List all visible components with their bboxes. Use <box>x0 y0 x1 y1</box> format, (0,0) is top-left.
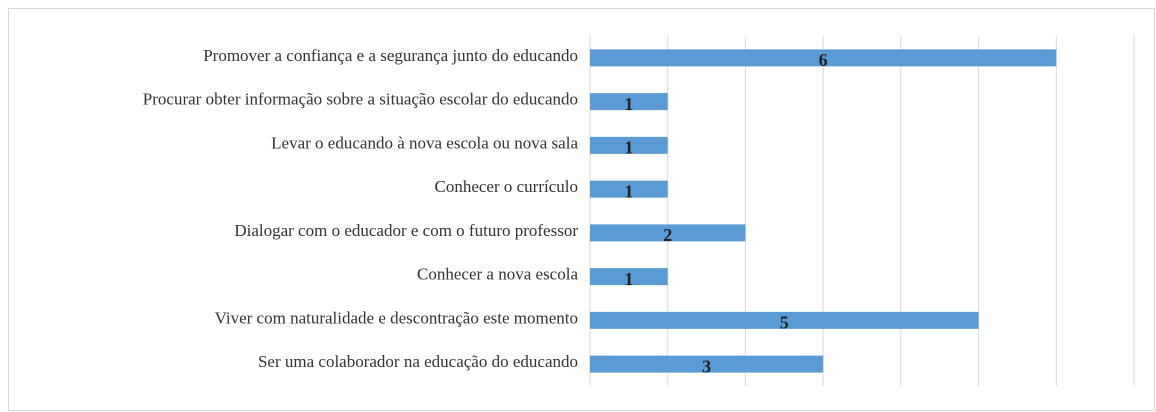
y-tick-label: Conhecer a nova escola <box>417 265 578 284</box>
y-tick-label: Promover a confiança e a segurança junto… <box>203 46 578 65</box>
data-label: 1 <box>624 94 633 114</box>
bar <box>590 49 1057 67</box>
bar <box>590 93 668 111</box>
bar <box>590 268 668 286</box>
y-tick-label: Procurar obter informação sobre a situaç… <box>143 90 578 109</box>
data-label: 6 <box>819 50 828 70</box>
data-label: 3 <box>702 356 711 376</box>
y-tick-label: Viver com naturalidade e descontração es… <box>215 308 578 327</box>
y-tick-label: Conhecer o currículo <box>435 177 579 196</box>
bar <box>590 224 746 242</box>
bar <box>590 136 668 154</box>
y-tick-label: Dialogar com o educador e com o futuro p… <box>234 221 578 240</box>
data-label: 1 <box>624 269 633 289</box>
y-tick-label: Ser uma colaborador na educação do educa… <box>258 352 578 371</box>
bar <box>590 311 979 329</box>
chart-frame <box>8 8 1155 411</box>
data-label: 2 <box>663 225 672 245</box>
bar <box>590 180 668 198</box>
data-label: 1 <box>624 138 633 158</box>
bar <box>590 355 824 373</box>
y-tick-label: Levar o educando à nova escola ou nova s… <box>271 133 578 152</box>
data-label: 5 <box>780 313 789 333</box>
data-label: 1 <box>624 181 633 201</box>
